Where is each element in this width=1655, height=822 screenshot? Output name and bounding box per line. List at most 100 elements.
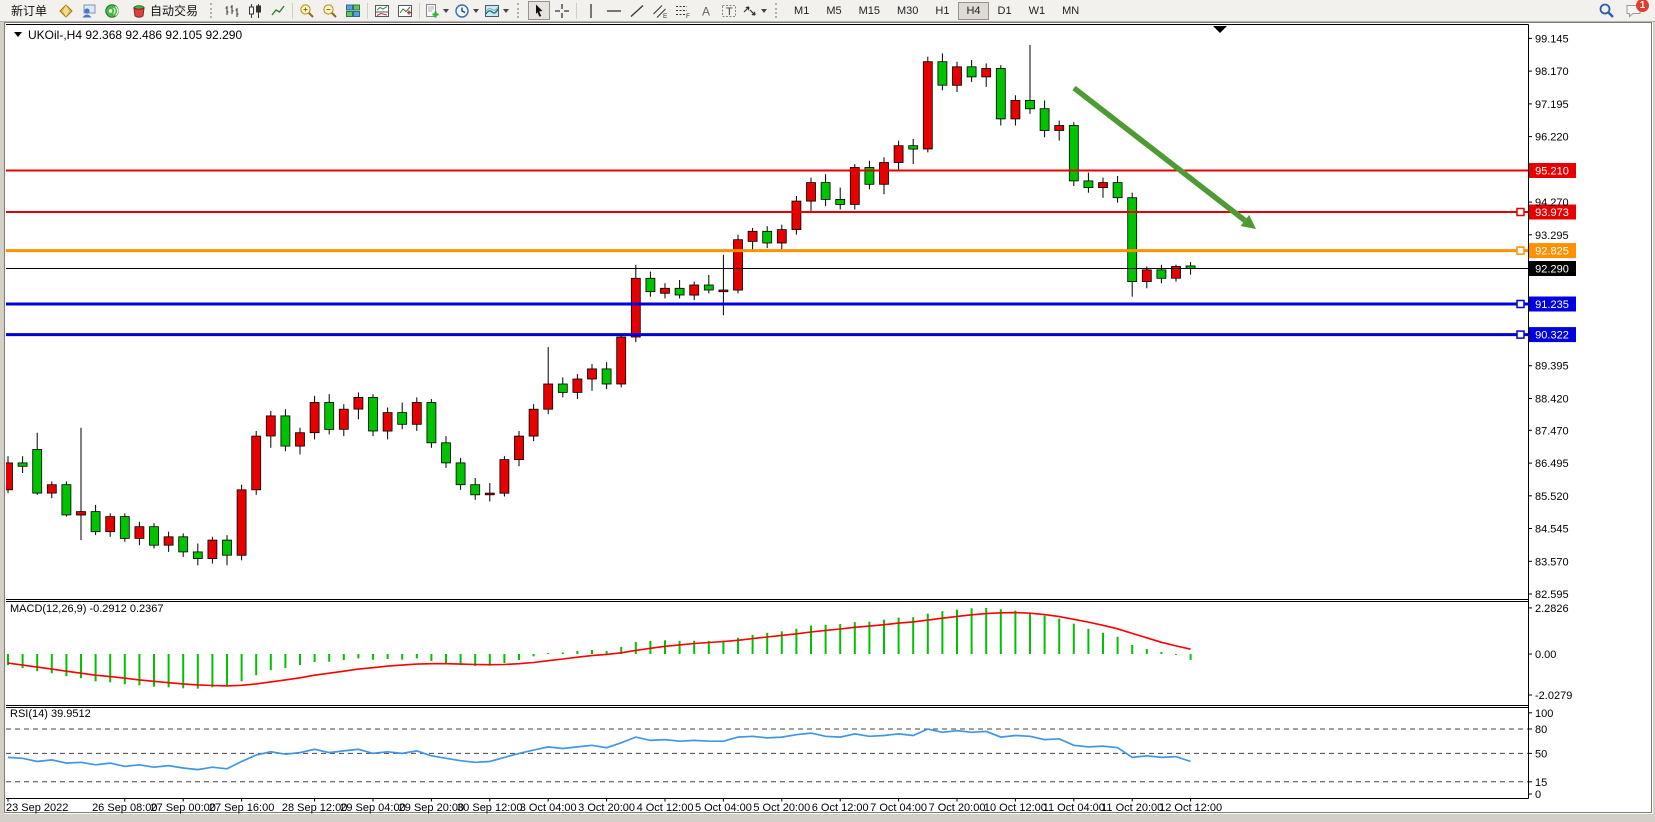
add-indicator-button[interactable] — [423, 1, 452, 20]
price-tag: 92.825 — [1529, 243, 1576, 259]
timeline-label: 5 Oct 04:00 — [695, 802, 752, 814]
chart-canvas[interactable]: 2.2826 0.00 -2.0279 MACD(12,26,9) -0.2912 0… — [4, 22, 1653, 814]
price-tag: 95.210 — [1529, 163, 1576, 178]
indicator-window-button[interactable] — [371, 1, 393, 20]
timeline-label: 5 Oct 20:00 — [753, 802, 810, 814]
toolbar-separator — [576, 2, 578, 19]
price-axis-label: 93.295 — [1535, 230, 1569, 242]
timeframe-m30[interactable]: M30 — [897, 4, 919, 17]
price-tag: 93.973 — [1529, 204, 1576, 220]
trendline-tool-button[interactable] — [626, 1, 648, 20]
fibonacci-tool-button[interactable]: F — [672, 1, 694, 20]
text-tool-button[interactable]: A — [695, 1, 717, 20]
macd-axis-label: -2.0279 — [1535, 690, 1572, 702]
price-tag: 90.322 — [1529, 327, 1576, 343]
chart-shift-marker[interactable] — [1213, 26, 1227, 33]
signal-sound-button[interactable] — [101, 1, 123, 20]
add-indicator-icon — [426, 3, 439, 17]
svg-text:91.235: 91.235 — [1535, 299, 1569, 311]
price-axis-label: 85.520 — [1535, 491, 1569, 503]
svg-text:T: T — [726, 6, 733, 18]
timeframe-h1[interactable]: H1 — [935, 4, 950, 17]
channel-tool-button[interactable]: E — [649, 1, 671, 20]
cursor-icon — [536, 4, 543, 17]
line-chart-button[interactable] — [267, 1, 289, 20]
timeline-label: 27 Sep 16:00 — [209, 802, 274, 814]
price-axis-label: 87.470 — [1535, 425, 1569, 437]
autotrade-label: 自动交易 — [150, 4, 199, 18]
line-chart-icon — [271, 5, 285, 15]
chevron-down-icon — [761, 8, 768, 13]
autotrade-button[interactable]: 自动交易 — [124, 1, 205, 20]
timeframe-m5[interactable]: M5 — [826, 4, 842, 17]
timeline-label: 23 Sep 2022 — [6, 802, 68, 814]
rsi-axis-label: 50 — [1535, 748, 1547, 760]
cursor-tool-button[interactable] — [528, 1, 551, 20]
template-button[interactable] — [483, 1, 512, 20]
timeline-label: 11 Oct 20:00 — [1101, 802, 1163, 814]
search-button[interactable] — [1595, 1, 1617, 20]
toolbar-grip — [517, 3, 523, 18]
timeline-label: 3 Oct 04:00 — [520, 802, 577, 814]
notification-badge: 1 — [1636, 0, 1649, 12]
toolbar-separator — [367, 2, 369, 19]
horizontal-line-icon — [607, 9, 622, 12]
trend-arrow[interactable] — [1072, 85, 1256, 229]
bars-chart-icon — [225, 4, 239, 17]
toolbar-separator — [419, 2, 421, 19]
vertical-line-tool-button[interactable] — [580, 1, 602, 20]
text-label-tool-button[interactable]: T — [718, 1, 740, 20]
user-terminal-icon — [82, 4, 96, 17]
timeline-label: 29 Sep 04:00 — [340, 802, 405, 814]
chart-template-icon — [485, 4, 500, 17]
indicator-list-button[interactable] — [394, 1, 416, 20]
svg-text:95.210: 95.210 — [1535, 166, 1569, 178]
price-axis-label: 84.545 — [1535, 524, 1569, 536]
equidistant-channel-icon: E — [653, 4, 668, 19]
symbol-dropdown-icon[interactable] — [14, 32, 22, 37]
price-axis-label: 83.570 — [1535, 556, 1569, 568]
new-order-button[interactable]: 新订单 — [11, 4, 48, 18]
price-axis-label: 94.270 — [1535, 197, 1569, 209]
price-axis-label: 89.395 — [1535, 361, 1569, 373]
indicator-window-icon — [375, 4, 390, 17]
zoom-out-button[interactable] — [319, 1, 341, 20]
timeframe-m15[interactable]: M15 — [858, 4, 880, 17]
period-button[interactable] — [453, 1, 482, 20]
toolbar-grip — [775, 3, 781, 18]
timeframe-h4[interactable]: H4 — [958, 1, 989, 20]
crosshair-tool-button[interactable] — [551, 1, 573, 20]
rsi-axis-label: 80 — [1535, 724, 1547, 736]
price-axis-label: 86.495 — [1535, 458, 1569, 470]
timeframe-toolbar: M1 M5 M15 M30 H1 H4 D1 W1 MN — [786, 1, 1087, 20]
svg-text:A: A — [702, 4, 710, 18]
timeframe-mn[interactable]: MN — [1062, 4, 1080, 17]
candles-chart-button[interactable] — [244, 1, 266, 20]
text-label-icon: T — [722, 4, 737, 18]
timeline-label: 28 Sep 12:00 — [282, 802, 347, 814]
timeframe-m1[interactable]: M1 — [794, 4, 810, 17]
price-axis-label: 97.195 — [1535, 99, 1569, 111]
autotrade-icon — [133, 4, 145, 18]
timeline-label: 7 Oct 20:00 — [929, 802, 986, 814]
zoom-in-button[interactable] — [296, 1, 318, 20]
trendline-icon — [630, 4, 644, 17]
svg-text:92.290: 92.290 — [1535, 264, 1569, 276]
timeframe-d1[interactable]: D1 — [997, 4, 1012, 17]
svg-text:93.973: 93.973 — [1535, 207, 1569, 219]
timeline-label: 3 Oct 20:00 — [578, 802, 635, 814]
timeframe-w1[interactable]: W1 — [1028, 4, 1046, 17]
horizontal-line-tool-button[interactable] — [603, 1, 625, 20]
arrows-tool-button[interactable] — [741, 1, 770, 20]
bars-chart-button[interactable] — [221, 1, 243, 20]
crosshair-icon — [555, 3, 570, 18]
tile-windows-button[interactable] — [342, 1, 364, 20]
rsi-axis-label: 100 — [1535, 708, 1553, 720]
gem-icon-button[interactable] — [55, 1, 77, 20]
terminal-user-button[interactable] — [78, 1, 100, 20]
notifications-button[interactable]: 1 — [1623, 0, 1649, 21]
price-axis-label: 82.595 — [1535, 589, 1569, 601]
search-icon — [1599, 3, 1614, 18]
timeline-label: 10 Oct 12:00 — [984, 802, 1047, 814]
